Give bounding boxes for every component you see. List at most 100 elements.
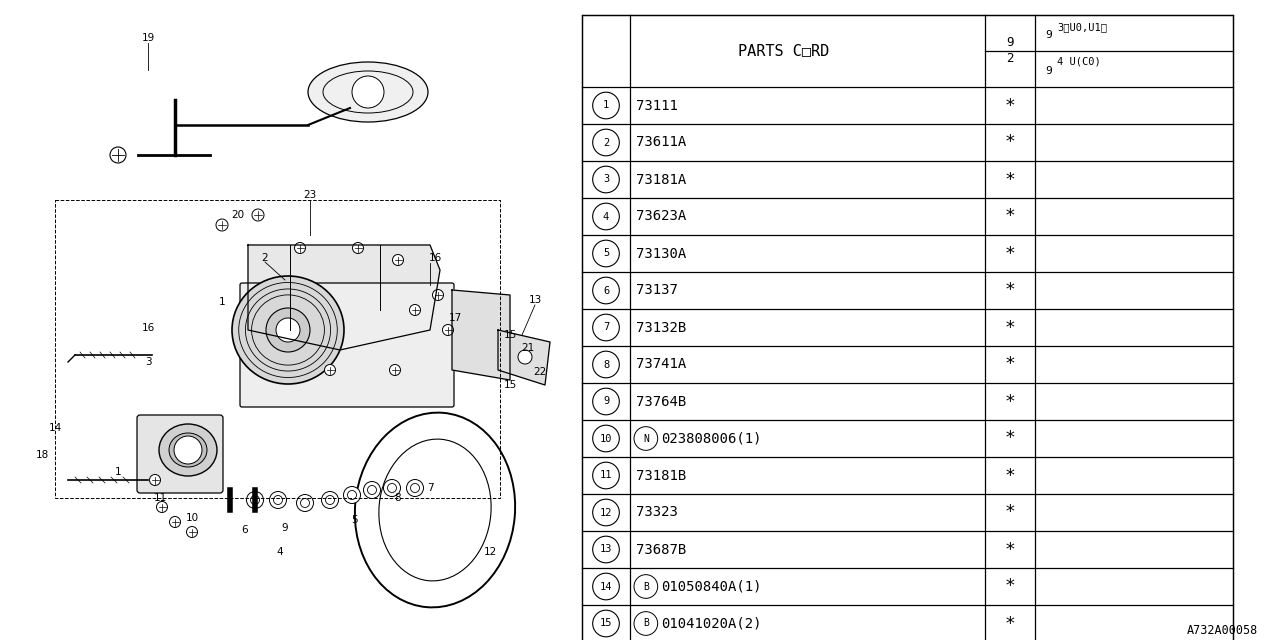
Circle shape	[388, 483, 397, 493]
Circle shape	[321, 492, 338, 509]
Ellipse shape	[159, 424, 218, 476]
Text: 23: 23	[303, 190, 316, 200]
Circle shape	[367, 486, 376, 495]
Text: 73130A: 73130A	[636, 246, 686, 260]
Circle shape	[410, 305, 421, 316]
Text: 19: 19	[141, 33, 155, 43]
Circle shape	[593, 573, 620, 600]
Circle shape	[110, 147, 125, 163]
Circle shape	[251, 495, 260, 504]
Text: 14: 14	[600, 582, 612, 591]
Text: 22: 22	[534, 367, 547, 377]
Text: 11: 11	[154, 493, 166, 503]
Text: 8: 8	[394, 493, 402, 503]
Circle shape	[343, 486, 361, 504]
Circle shape	[294, 243, 306, 253]
Text: *: *	[1005, 467, 1015, 484]
FancyBboxPatch shape	[137, 415, 223, 493]
Text: 20: 20	[232, 210, 244, 220]
Circle shape	[150, 474, 160, 486]
Circle shape	[364, 481, 380, 499]
Text: 2: 2	[261, 253, 269, 263]
Text: *: *	[1005, 541, 1015, 559]
Text: 18: 18	[36, 450, 49, 460]
Circle shape	[411, 483, 420, 493]
Circle shape	[384, 479, 401, 497]
Text: 73111: 73111	[636, 99, 678, 113]
Ellipse shape	[379, 439, 492, 581]
Text: 73181B: 73181B	[636, 468, 686, 483]
Circle shape	[325, 365, 335, 376]
Circle shape	[593, 166, 620, 193]
FancyBboxPatch shape	[241, 283, 454, 407]
Text: 15: 15	[600, 618, 612, 628]
Text: 14: 14	[49, 423, 61, 433]
Text: 12: 12	[600, 508, 612, 518]
Circle shape	[593, 129, 620, 156]
Circle shape	[352, 76, 384, 108]
Circle shape	[187, 527, 197, 538]
Circle shape	[270, 492, 287, 509]
Text: 01041020A(2): 01041020A(2)	[660, 616, 762, 630]
Text: 023808006(1): 023808006(1)	[660, 431, 762, 445]
Text: B: B	[643, 582, 649, 591]
Text: 73611A: 73611A	[636, 136, 686, 150]
Text: 7: 7	[603, 323, 609, 333]
Polygon shape	[248, 245, 440, 350]
Text: 16: 16	[429, 253, 442, 263]
Text: 15: 15	[503, 330, 517, 340]
Circle shape	[593, 314, 620, 341]
Text: 73741A: 73741A	[636, 358, 686, 371]
Text: 1: 1	[603, 100, 609, 111]
Circle shape	[174, 436, 202, 464]
Text: *: *	[1005, 355, 1015, 374]
Text: A732A00058: A732A00058	[1187, 623, 1258, 637]
Ellipse shape	[232, 276, 344, 384]
Text: N: N	[643, 433, 649, 444]
Text: 4 U(C0): 4 U(C0)	[1057, 57, 1101, 67]
Text: 73323: 73323	[636, 506, 678, 520]
Text: 10: 10	[186, 513, 198, 523]
Circle shape	[169, 516, 180, 527]
Circle shape	[593, 277, 620, 304]
Circle shape	[593, 240, 620, 267]
Polygon shape	[452, 290, 509, 380]
Text: 4: 4	[603, 211, 609, 221]
Circle shape	[247, 492, 264, 509]
Circle shape	[156, 502, 168, 513]
Circle shape	[274, 495, 283, 504]
Text: 73137: 73137	[636, 284, 678, 298]
Text: *: *	[1005, 429, 1015, 447]
Circle shape	[443, 324, 453, 335]
Text: 7: 7	[426, 483, 434, 493]
Text: 3〈U0,U1〉: 3〈U0,U1〉	[1057, 22, 1107, 32]
Circle shape	[593, 610, 620, 637]
Text: B: B	[643, 618, 649, 628]
Text: PARTS C□RD: PARTS C□RD	[737, 44, 829, 58]
Text: *: *	[1005, 282, 1015, 300]
Text: 9: 9	[282, 523, 288, 533]
Text: 1: 1	[115, 467, 122, 477]
Text: 10: 10	[600, 433, 612, 444]
Circle shape	[393, 255, 403, 266]
Circle shape	[347, 490, 357, 499]
Text: 73764B: 73764B	[636, 394, 686, 408]
Circle shape	[593, 499, 620, 526]
Text: *: *	[1005, 319, 1015, 337]
Text: 1: 1	[219, 297, 225, 307]
Circle shape	[266, 308, 310, 352]
Text: 13: 13	[600, 545, 612, 554]
Circle shape	[593, 388, 620, 415]
Text: 73132B: 73132B	[636, 321, 686, 335]
Circle shape	[593, 462, 620, 489]
Text: 9: 9	[1044, 66, 1052, 76]
Text: *: *	[1005, 577, 1015, 595]
Text: 2: 2	[603, 138, 609, 147]
Text: 5: 5	[603, 248, 609, 259]
Polygon shape	[498, 330, 550, 385]
Ellipse shape	[308, 62, 428, 122]
Text: 9
2: 9 2	[1006, 36, 1014, 65]
Text: 6: 6	[242, 525, 248, 535]
Text: 15: 15	[503, 380, 517, 390]
Circle shape	[276, 318, 300, 342]
